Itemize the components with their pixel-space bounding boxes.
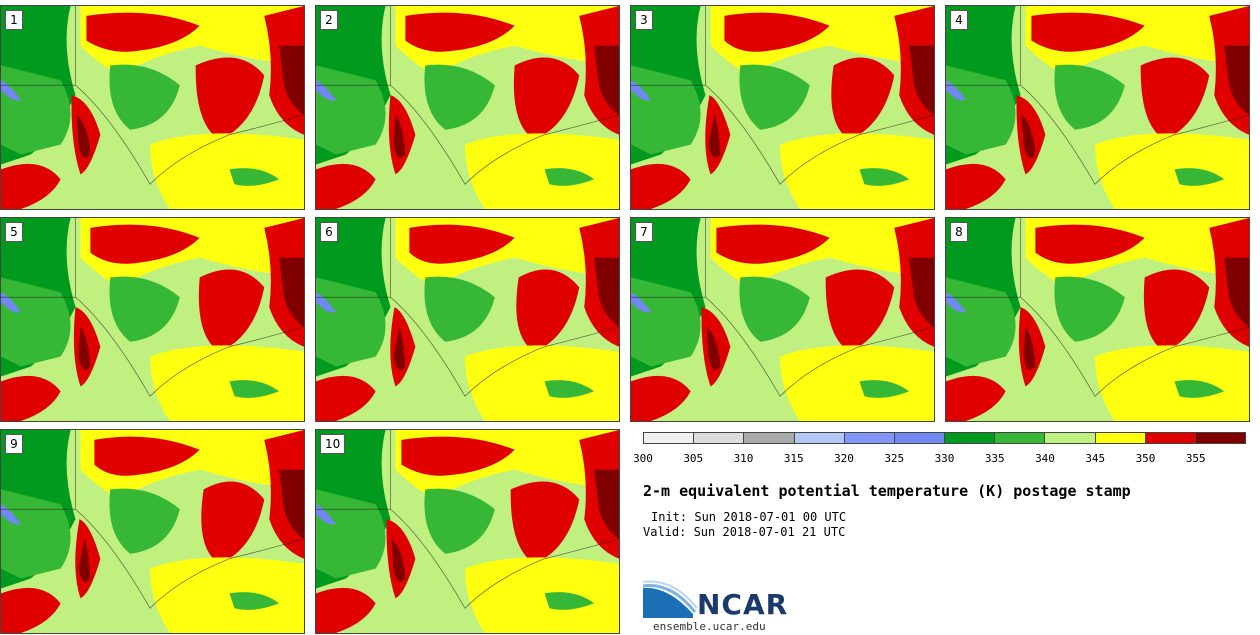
map-field	[316, 6, 619, 209]
colorbar-swatch	[1145, 433, 1196, 443]
colorbar-swatch	[794, 433, 845, 443]
ncar-logo-text: NCAR	[697, 588, 789, 621]
postage-stamp-panel: 5	[0, 217, 305, 422]
map-field	[946, 218, 1249, 421]
colorbar-tick-label: 300	[633, 452, 653, 465]
colorbar	[643, 432, 1246, 444]
postage-stamp-panel: 2	[315, 5, 620, 210]
panel-number-label: 5	[5, 222, 23, 242]
map-field	[631, 218, 934, 421]
panel-number-label: 7	[635, 222, 653, 242]
map-field	[631, 6, 934, 209]
colorbar-swatch	[945, 433, 996, 443]
init-time: Init: Sun 2018-07-01 00 UTC	[651, 510, 847, 524]
map-field	[316, 218, 619, 421]
postage-stamp-panel: 9	[0, 429, 305, 634]
colorbar-tick-label: 345	[1085, 452, 1106, 465]
map-field	[1, 6, 304, 209]
panel-number-label: 1	[5, 10, 23, 30]
postage-stamp-panel: 1	[0, 5, 305, 210]
time-info: Init: Sun 2018-07-01 00 UTC Valid: Sun 2…	[643, 510, 846, 540]
valid-time: Valid: Sun 2018-07-01 21 UTC	[643, 525, 846, 539]
colorbar-tick-label: 315	[783, 452, 804, 465]
colorbar-swatch	[644, 433, 695, 443]
colorbar-swatch	[995, 433, 1046, 443]
panel-number-label: 2	[320, 10, 338, 30]
colorbar-tick-label: 320	[834, 452, 854, 465]
panel-number-label: 4	[950, 10, 968, 30]
colorbar-tick-label: 355	[1185, 452, 1206, 465]
colorbar-swatch	[744, 433, 795, 443]
colorbar-tick-label: 325	[884, 452, 905, 465]
map-field	[1, 218, 304, 421]
postage-stamp-panel: 10	[315, 429, 620, 634]
colorbar-tick-label: 340	[1035, 452, 1055, 465]
ncar-logo-icon	[643, 580, 698, 618]
map-field	[946, 6, 1249, 209]
panel-number-label: 6	[320, 222, 338, 242]
colorbar-swatch	[1045, 433, 1096, 443]
colorbar-swatch	[894, 433, 946, 443]
colorbar-tick-label: 305	[683, 452, 704, 465]
panel-number-label: 10	[320, 434, 346, 454]
colorbar-tick-label: 330	[934, 452, 955, 465]
colorbar-tick-label: 335	[984, 452, 1005, 465]
colorbar-swatch	[694, 433, 745, 443]
colorbar-tick-label: 350	[1135, 452, 1156, 465]
panel-number-label: 3	[635, 10, 653, 30]
colorbar-ticks: 300 305 310 315 320 325 330 335 340 345 350 355	[633, 452, 1246, 466]
postage-stamp-panel: 6	[315, 217, 620, 422]
colorbar-tick-label: 310	[733, 452, 754, 465]
map-field	[316, 430, 619, 633]
postage-stamp-panel: 8	[945, 217, 1250, 422]
postage-stamp-panel: 3	[630, 5, 935, 210]
figure-title: 2-m equivalent potential temperature (K)…	[643, 482, 1131, 500]
colorbar-swatch	[1195, 433, 1246, 443]
panel-number-label: 9	[5, 434, 23, 454]
site-url: ensemble.ucar.edu	[653, 620, 766, 633]
map-field	[1, 430, 304, 633]
postage-stamp-panel: 4	[945, 5, 1250, 210]
panel-number-label: 8	[950, 222, 968, 242]
colorbar-swatch	[1095, 433, 1146, 443]
postage-stamp-panel: 7	[630, 217, 935, 422]
colorbar-swatch	[844, 433, 895, 443]
